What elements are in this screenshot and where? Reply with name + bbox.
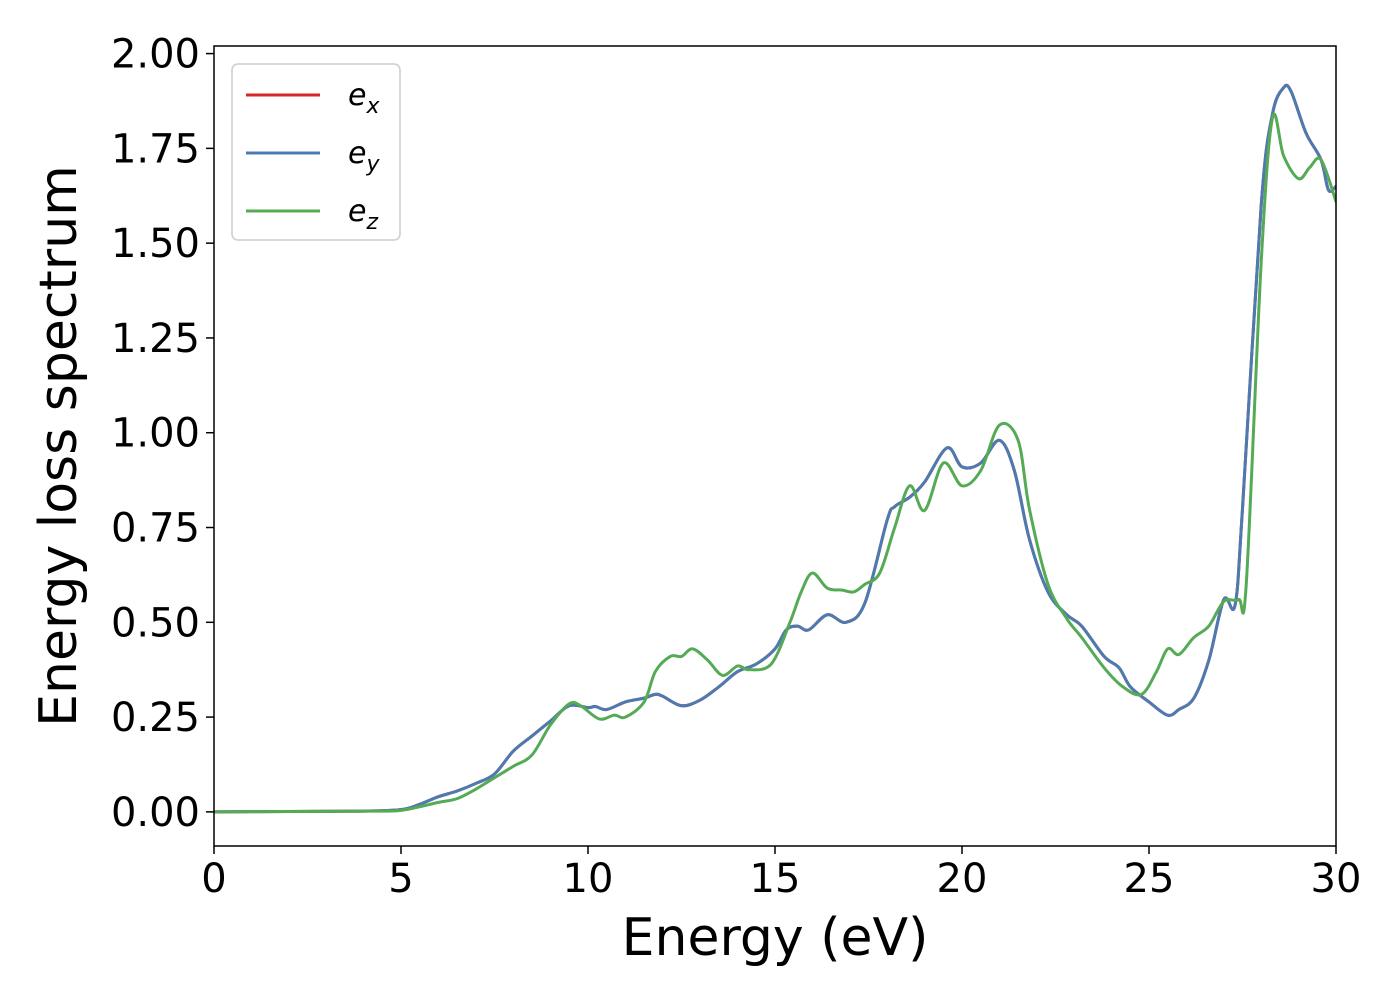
x-axis-label: Energy (eV): [622, 908, 929, 968]
y-tick-label: 0.00: [111, 790, 200, 836]
legend-label-y: ey: [348, 136, 380, 177]
series-line-y: [214, 83, 1336, 814]
y-axis-label: Energy loss spectrum: [29, 165, 89, 727]
y-tick-label: 1.75: [111, 126, 200, 172]
x-tick-label: 5: [388, 856, 413, 902]
plot-lines: [214, 83, 1336, 814]
y-tick-label: 0.75: [111, 506, 200, 552]
series-line-z: [214, 112, 1336, 814]
x-tick-label: 20: [937, 856, 988, 902]
x-tick-label: 30: [1311, 856, 1362, 902]
y-tick-label: 2.00: [111, 32, 200, 78]
x-axis-ticks: 0 5 10 15 20 25 30: [201, 846, 1361, 902]
y-tick-label: 1.00: [111, 411, 200, 457]
x-tick-label: 25: [1124, 856, 1175, 902]
x-tick-label: 10: [563, 856, 614, 902]
y-axis-ticks: 0.00 0.25 0.50 0.75 1.00 1.25 1.50 1.75 2.00: [111, 32, 214, 836]
y-tick-label: 1.50: [111, 221, 200, 267]
x-tick-label: 0: [201, 856, 226, 902]
y-tick-label: 1.25: [111, 316, 200, 362]
y-tick-label: 0.25: [111, 695, 200, 741]
y-tick-label: 0.50: [111, 600, 200, 646]
legend-label-z: ez: [348, 194, 378, 235]
x-tick-label: 15: [750, 856, 801, 902]
